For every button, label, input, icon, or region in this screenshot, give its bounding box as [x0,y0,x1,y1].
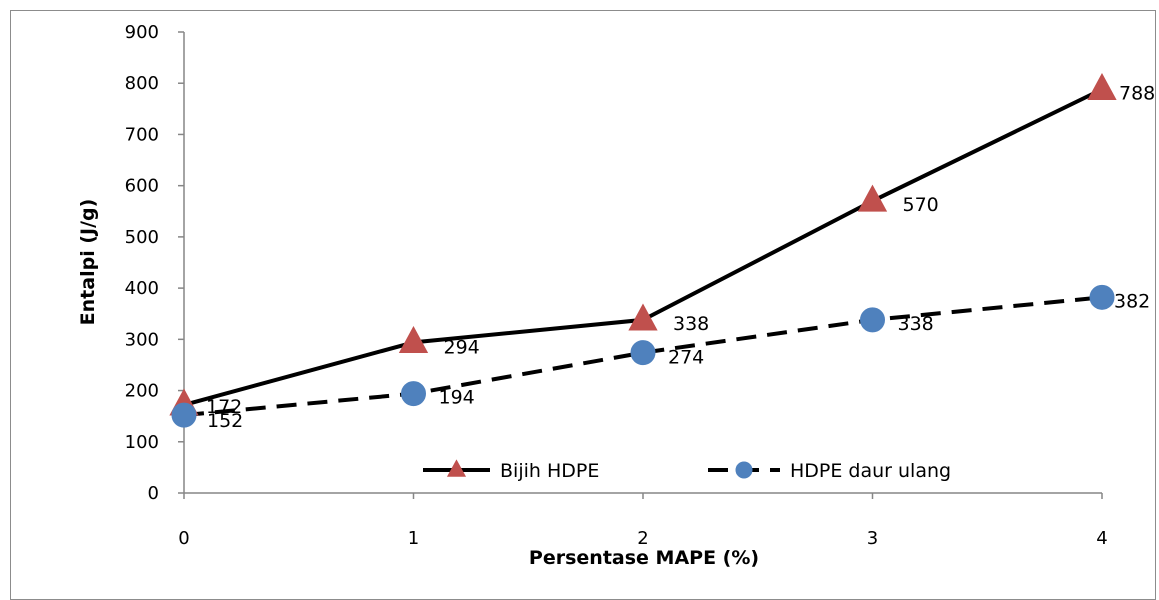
x-tick-label: 4 [1096,528,1107,549]
bijih-hdpe-marker [628,303,658,331]
y-tick-label: 200 [125,381,159,402]
x-tick-label: 3 [867,528,878,549]
axes-group [183,32,1102,494]
hdpe-daur-ulang-marker [860,307,885,333]
y-tick-label: 0 [148,483,159,504]
hdpe-daur-ulang-data-label: 338 [898,313,934,335]
legend: Bijih HDPE HDPE daur ulang [423,459,951,482]
bijih-hdpe-marker [857,184,888,212]
hdpe-daur-ulang-marker [171,402,197,428]
y-tick-label: 900 [125,22,159,43]
legend-bijih-hdpe-marker [446,459,467,477]
bijih-hdpe-data-label: 570 [903,194,939,216]
y-tick-label: 800 [125,73,159,94]
x-tick-label: 1 [408,528,419,549]
hdpe-daur-ulang-marker [401,381,426,407]
bijih-hdpe-marker [1087,72,1117,100]
bijih-hdpe-data-label: 294 [444,336,480,358]
y-tick-label: 400 [125,278,159,299]
series-lines-group [183,87,1103,418]
chart-frame [10,10,1156,600]
series-markers-group [169,72,1117,428]
y-tick-label: 700 [125,124,159,145]
y-axis-title: Entalpi (J/g) [77,199,99,326]
y-tick-label: 600 [125,176,159,197]
bijih-hdpe-data-label: 788 [1119,82,1155,104]
hdpe-daur-ulang-data-label: 152 [207,410,243,432]
legend-hdpe-daur-ulang-marker [735,461,753,479]
legend-bijih-hdpe-label: Bijih HDPE [500,460,599,482]
x-tick-label: 2 [637,528,648,549]
hdpe-daur-ulang-data-label: 382 [1114,290,1150,312]
y-tick-group: 0 100 200 300 400 500 600 700 800 900 [125,22,184,504]
data-labels-group: 172 294 338 570 788 152 194 274 338 382 [206,82,1155,432]
legend-hdpe-daur-ulang-label: HDPE daur ulang [790,460,951,482]
entalpi-line-chart: 0 100 200 300 400 500 600 700 800 900 0 1 2 3 4 172 29… [77,22,1155,569]
y-tick-label: 300 [125,329,159,350]
bijih-hdpe-data-label: 172 [206,396,242,418]
y-tick-label: 500 [125,227,159,248]
hdpe-daur-ulang-marker [1089,284,1115,310]
bijih-hdpe-data-label: 338 [673,313,709,335]
x-tick-label: 0 [178,528,189,549]
hdpe-daur-ulang-data-label: 194 [439,387,475,409]
hdpe-daur-ulang-marker [630,340,656,366]
bijih-hdpe-marker [398,325,429,353]
x-tick-group: 0 1 2 3 4 [178,493,1108,549]
x-axis-title: Persentase MAPE (%) [529,547,759,569]
hdpe-daur-ulang-data-label: 274 [668,347,704,369]
y-tick-label: 100 [125,432,159,453]
